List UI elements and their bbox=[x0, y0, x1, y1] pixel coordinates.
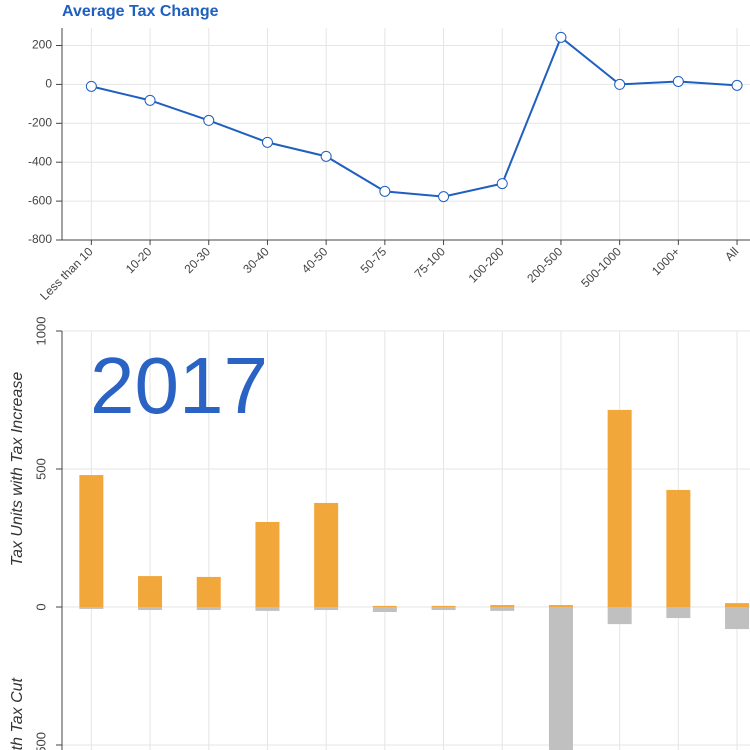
x-tick-label: 200-500 bbox=[524, 244, 565, 285]
point bbox=[379, 185, 391, 197]
bar bbox=[548, 607, 573, 750]
x-tick-label: 50-75 bbox=[358, 244, 390, 276]
point bbox=[438, 191, 450, 203]
bar bbox=[490, 605, 515, 607]
y-tick-label: -200 bbox=[28, 115, 52, 129]
bar bbox=[725, 607, 750, 630]
bar bbox=[607, 607, 632, 625]
y-tick-label: 0 bbox=[33, 603, 48, 610]
y-axis-title: Tax Units with Tax Increase bbox=[9, 372, 26, 567]
point bbox=[85, 80, 97, 92]
point bbox=[672, 75, 684, 87]
y-tick-label: 200 bbox=[32, 38, 52, 52]
bar bbox=[548, 605, 573, 607]
x-tick-label: All bbox=[722, 244, 741, 263]
y-tick-label: -600 bbox=[28, 193, 52, 207]
point bbox=[731, 79, 743, 91]
bar bbox=[314, 607, 339, 611]
bar bbox=[372, 605, 397, 607]
x-tick-label: 20-30 bbox=[182, 244, 214, 276]
bar bbox=[138, 607, 163, 611]
x-tick-label: 40-50 bbox=[299, 244, 331, 276]
y-axis-title: Tax Units with Tax Cut bbox=[9, 677, 26, 750]
y-tick-label: 1000 bbox=[33, 317, 48, 346]
bar bbox=[666, 489, 691, 607]
point bbox=[144, 94, 156, 106]
bar bbox=[372, 607, 397, 612]
point bbox=[555, 31, 567, 43]
x-tick-label: 500-1000 bbox=[578, 244, 624, 290]
point bbox=[261, 136, 273, 148]
point bbox=[496, 178, 508, 190]
y-tick-label: -400 bbox=[28, 154, 52, 168]
bar bbox=[607, 409, 632, 607]
x-tick-label: 1000+ bbox=[649, 244, 683, 278]
bar bbox=[314, 502, 339, 607]
bar bbox=[196, 576, 221, 607]
x-tick-label: 75-100 bbox=[412, 244, 449, 281]
bar bbox=[490, 607, 515, 611]
point bbox=[203, 114, 215, 126]
bar bbox=[431, 607, 456, 611]
x-tick-label: 30-40 bbox=[240, 244, 272, 276]
point bbox=[320, 150, 332, 162]
chart-title: Average Tax Change bbox=[62, 3, 219, 20]
y-tick-label: -500 bbox=[33, 732, 48, 750]
y-tick-label: -800 bbox=[28, 232, 52, 246]
bar bbox=[725, 603, 750, 607]
x-tick-label: 10-20 bbox=[123, 244, 155, 276]
point bbox=[614, 78, 626, 90]
bar bbox=[666, 607, 691, 619]
bar bbox=[431, 605, 456, 607]
y-tick-label: 500 bbox=[33, 458, 48, 480]
bar bbox=[138, 576, 163, 607]
bar bbox=[196, 607, 221, 611]
line bbox=[91, 35, 738, 198]
bar bbox=[79, 607, 104, 609]
annotation: 2017 bbox=[90, 341, 268, 430]
bar bbox=[79, 475, 104, 607]
bar bbox=[255, 521, 280, 607]
x-tick-label: Less than 10 bbox=[37, 244, 96, 303]
x-tick-label: 100-200 bbox=[466, 244, 507, 285]
bar bbox=[255, 607, 280, 611]
y-tick-label: 0 bbox=[45, 77, 52, 91]
